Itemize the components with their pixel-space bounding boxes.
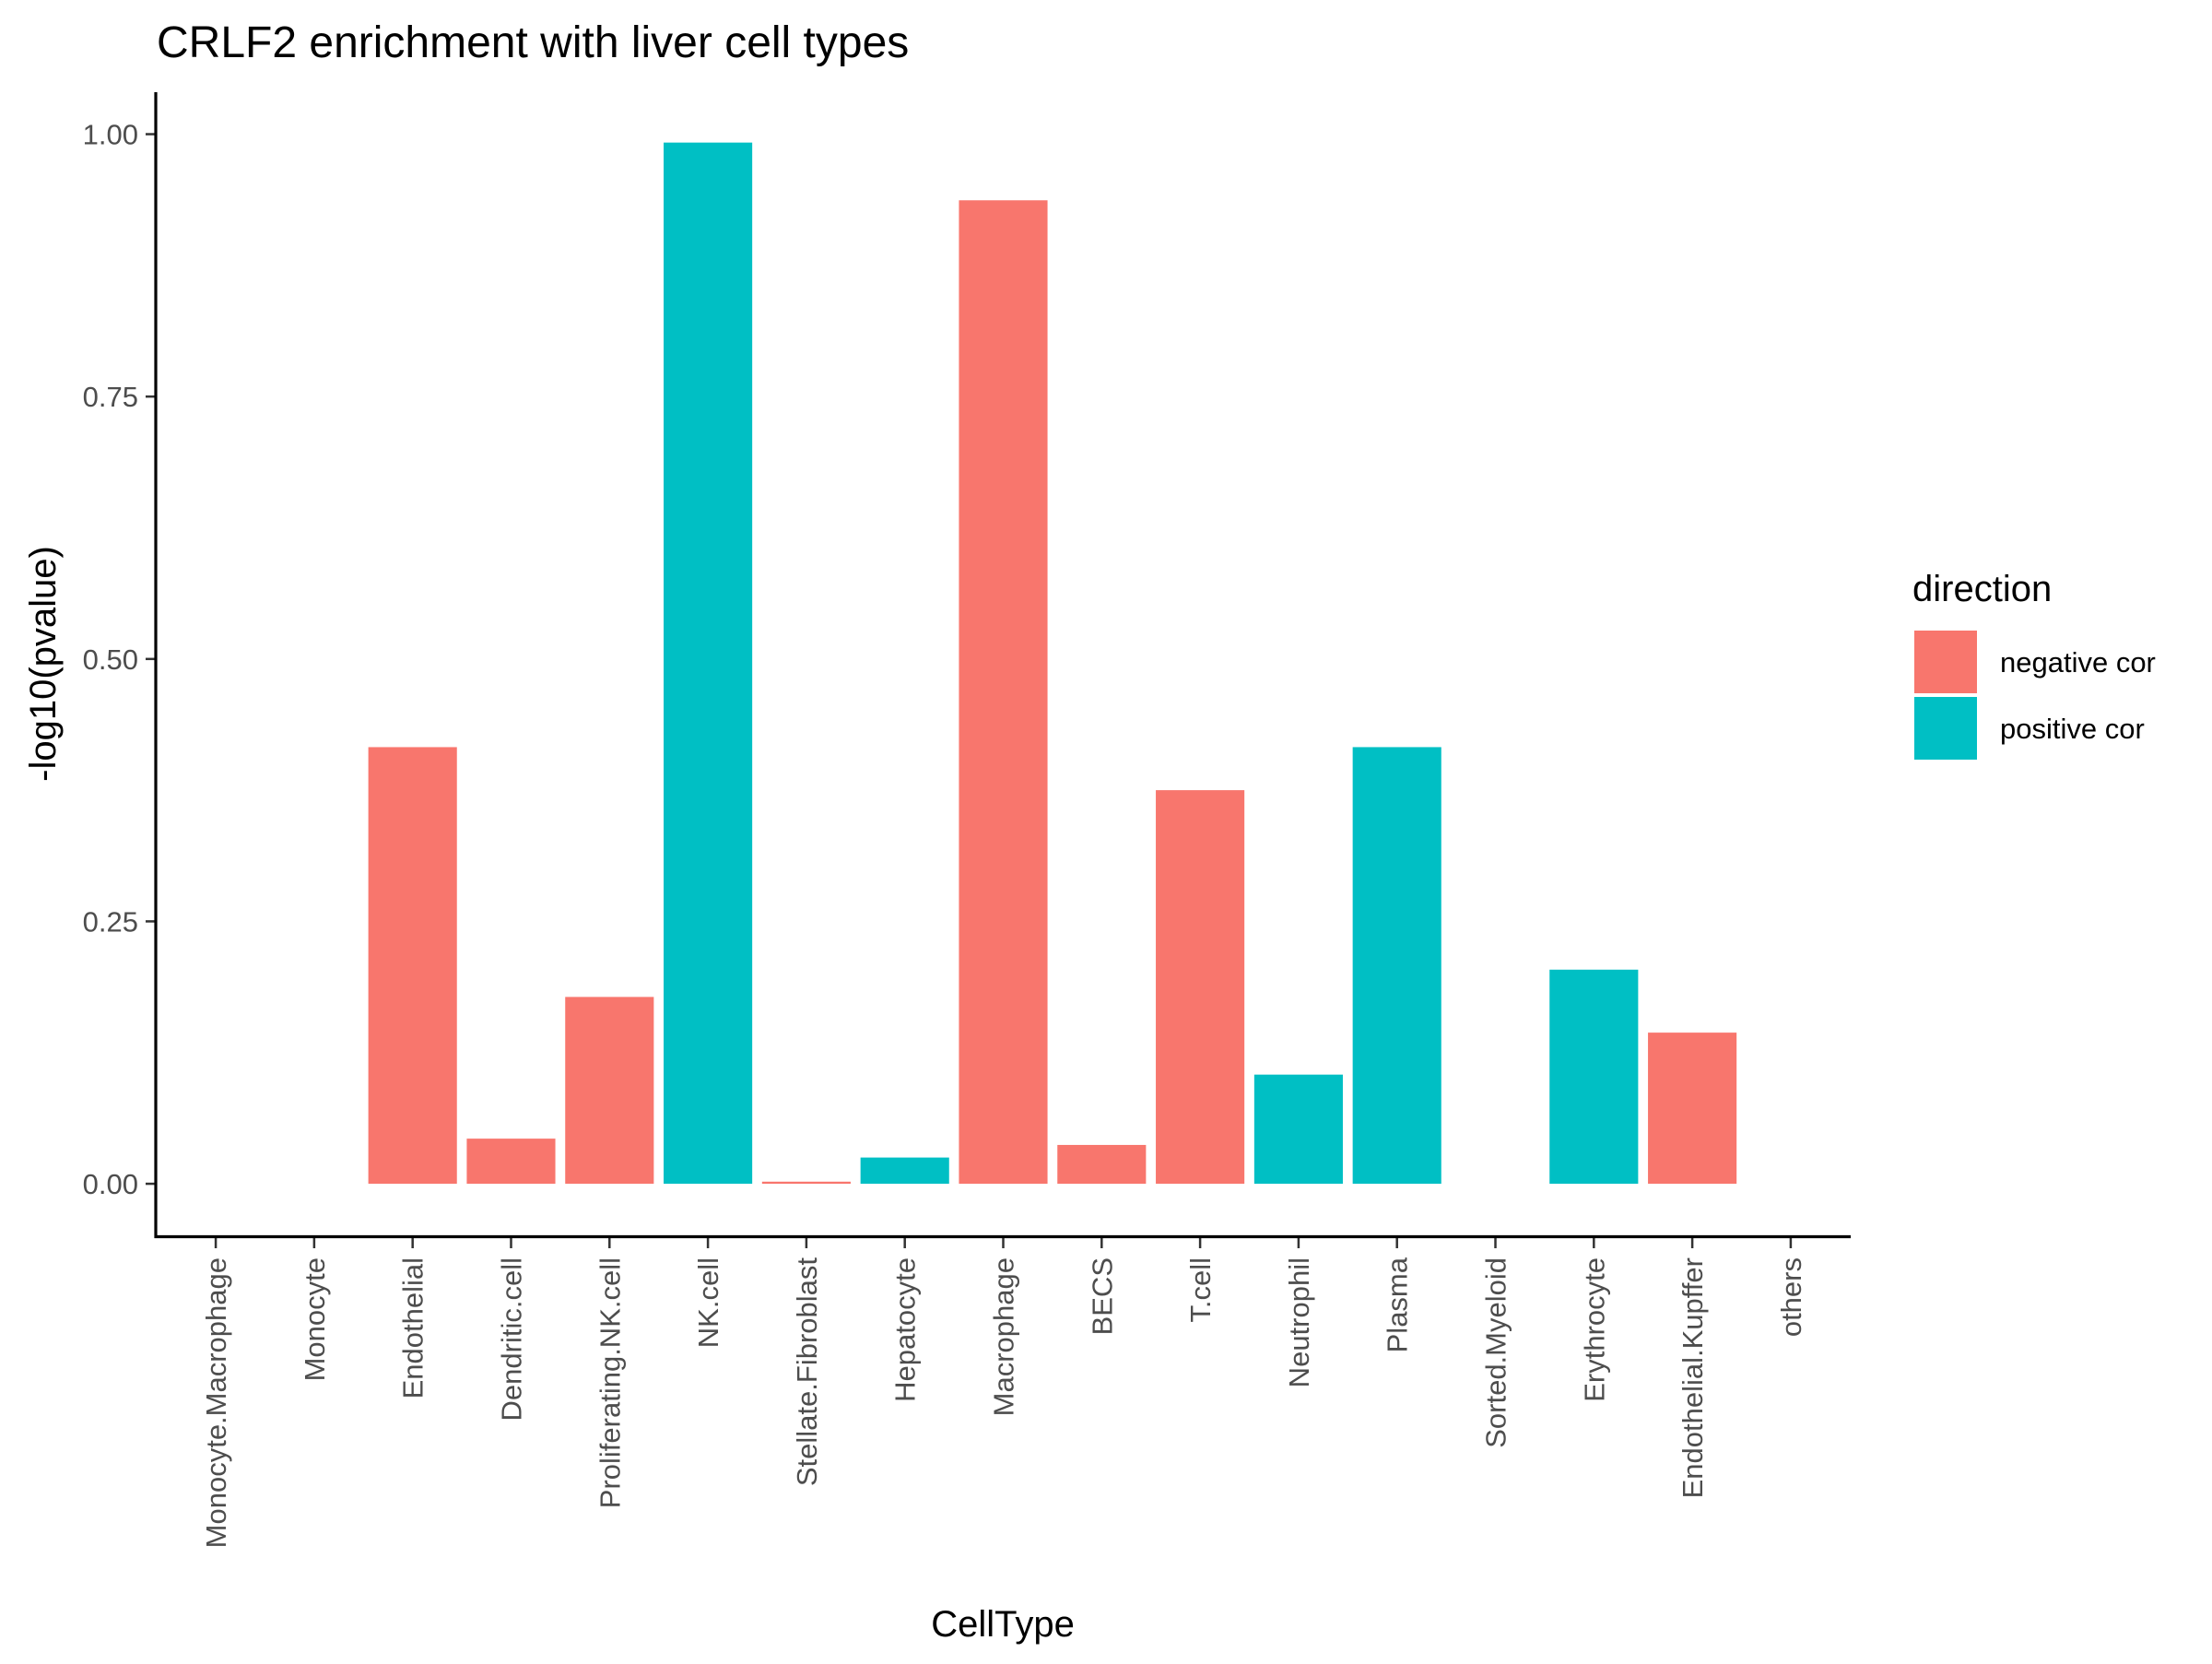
x-tick-label-plasma: Plasma <box>1382 1257 1414 1352</box>
x-tick-label-neutrophil: Neutrophil <box>1283 1257 1315 1387</box>
bar-neutrophil <box>1253 1074 1343 1185</box>
bar-becs <box>1057 1144 1147 1185</box>
legend-label-negative-cor: negative cor <box>2000 646 2156 679</box>
y-axis-ticks: 0.00 0.25 0.50 0.75 1.00 <box>83 119 156 1200</box>
bar-plasma <box>1352 747 1441 1185</box>
x-axis-title: CellType <box>931 1604 1075 1645</box>
legend-title: direction <box>1912 569 2052 609</box>
x-tick-label-proliferating-nk-cell: Proliferating.NK.cell <box>594 1257 626 1508</box>
y-tick-label: 0.25 <box>83 905 138 938</box>
bars-group <box>368 142 1737 1185</box>
y-axis-title: -log10(pvalue) <box>23 546 64 782</box>
legend-swatch-negative-cor <box>1914 631 1977 693</box>
y-tick-label: 0.50 <box>83 643 138 676</box>
y-tick-label: 1.00 <box>83 119 138 151</box>
x-tick-label-monocyte: Monocyte <box>299 1257 331 1381</box>
bar-macrophage <box>959 200 1048 1185</box>
bar-proliferating-nk-cell <box>565 997 654 1185</box>
x-tick-label-endothelial-kupffer: Endothelial.Kupffer <box>1677 1257 1709 1498</box>
y-tick-label: 0.75 <box>83 381 138 413</box>
x-tick-label-erythrocyte: Erythrocyte <box>1578 1257 1610 1402</box>
chart-title: CRLF2 enrichment with liver cell types <box>157 18 909 67</box>
bar-hepatocyte <box>860 1157 949 1185</box>
bar-nk-cell <box>664 142 753 1185</box>
bar-endothelial <box>368 747 457 1185</box>
x-tick-label-others: others <box>1775 1257 1807 1337</box>
x-tick-label-stellate-fibroblast: Stellate.Fibroblast <box>791 1257 823 1487</box>
bar-stellate-fibroblast <box>761 1181 851 1185</box>
bar-t-cell <box>1156 790 1245 1185</box>
x-tick-label-monocyte-macrophage: Monocyte.Macrophage <box>200 1257 232 1548</box>
x-axis-ticks: Monocyte.Macrophage Monocyte Endothelial De… <box>200 1238 1807 1548</box>
x-tick-label-sorted-myeloid: Sorted.Myeloid <box>1480 1257 1512 1448</box>
x-tick-label-hepatocyte: Hepatocyte <box>889 1257 922 1402</box>
x-tick-label-becs: BECS <box>1086 1257 1118 1335</box>
legend-swatch-positive-cor <box>1914 697 1977 760</box>
bar-endothelial-kupffer <box>1648 1033 1737 1185</box>
x-tick-label-dendritic-cell: Dendritic.cell <box>495 1257 527 1421</box>
x-tick-label-endothelial: Endothelial <box>397 1257 429 1398</box>
x-tick-label-macrophage: Macrophage <box>988 1257 1020 1416</box>
legend-label-positive-cor: positive cor <box>2000 713 2145 745</box>
y-tick-label: 0.00 <box>83 1168 138 1200</box>
legend: direction negative cor positive cor <box>1912 569 2156 760</box>
x-tick-label-t-cell: T.cell <box>1184 1257 1217 1323</box>
bar-dendritic-cell <box>466 1139 556 1185</box>
x-tick-label-nk-cell: NK.cell <box>692 1257 724 1348</box>
legend-items: negative cor positive cor <box>1914 631 2156 760</box>
bar-erythrocyte <box>1549 969 1639 1185</box>
